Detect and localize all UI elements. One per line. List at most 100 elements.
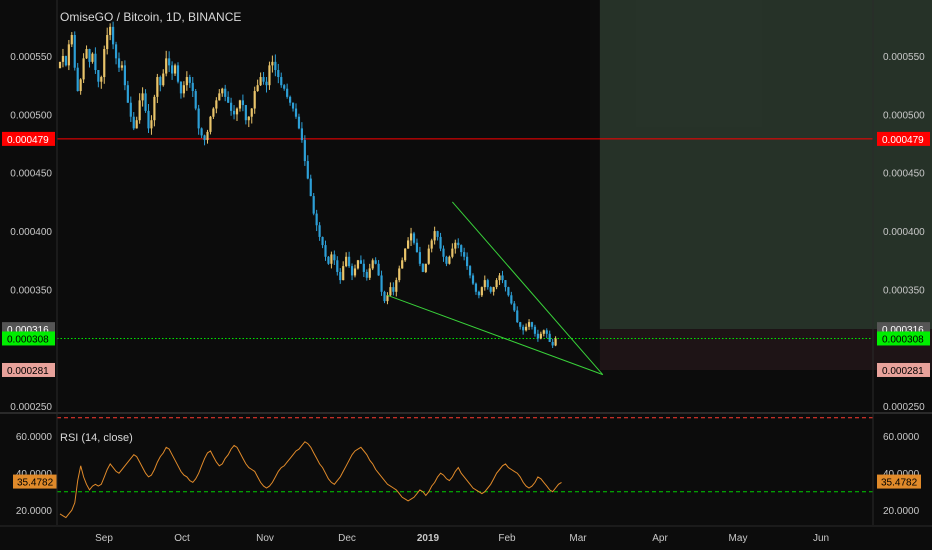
candle-140 [471, 273, 475, 285]
candle-body [241, 100, 244, 106]
price-tick-right-2: 0.000450 [883, 169, 925, 180]
candle-body [371, 260, 374, 269]
candle-body [551, 341, 554, 346]
price-marker-right-0: 0.000479 [877, 131, 930, 146]
candle-body [97, 70, 100, 82]
time-tick-6: Mar [569, 533, 587, 544]
candle-1 [61, 48, 65, 68]
time-tick-8: May [729, 533, 748, 544]
price-marker-label: 0.000479 [7, 135, 49, 146]
candle-59 [232, 105, 236, 120]
candle-97 [345, 252, 348, 268]
candle-body [486, 280, 489, 288]
candle-100 [353, 264, 357, 278]
price-marker-label: 0.000316 [882, 325, 924, 336]
candle-9 [85, 45, 88, 59]
candle-47 [197, 104, 200, 135]
candle-148 [495, 278, 498, 290]
candle-160 [530, 321, 534, 330]
price-marker-badge [877, 331, 930, 346]
candle-body [380, 275, 383, 292]
candle-body [232, 110, 236, 115]
candle-154 [513, 300, 516, 312]
candle-135 [457, 238, 460, 249]
candle-139 [468, 265, 472, 279]
candle-128 [436, 230, 439, 241]
candle-11 [91, 52, 94, 64]
candle-121 [415, 238, 419, 253]
candle-61 [238, 99, 242, 112]
price-marker-badge [877, 131, 930, 146]
candle-body [147, 110, 150, 129]
time-tick-4: 2019 [417, 533, 440, 544]
candle-body [117, 58, 121, 68]
candle-6 [76, 62, 79, 92]
candle-body [436, 231, 439, 237]
candle-120 [412, 231, 416, 245]
candle-36 [165, 50, 168, 77]
candle-body [533, 326, 537, 334]
candle-body [418, 252, 421, 264]
rsi-marker-left: 35.4782 [13, 474, 57, 489]
candle-51 [209, 115, 212, 135]
candle-62 [241, 94, 244, 112]
candle-body [353, 268, 357, 276]
candle-body [64, 56, 67, 66]
candle-147 [492, 286, 495, 296]
candle-body [138, 100, 141, 121]
candle-130 [442, 245, 445, 262]
rsi-marker-badge [877, 474, 921, 489]
candle-82 [300, 122, 303, 143]
target-profit-zone [599, 0, 932, 330]
candle-body [339, 271, 342, 281]
candle-10 [88, 48, 91, 68]
candle-35 [162, 69, 165, 87]
candle-body [374, 260, 377, 264]
candle-body [522, 326, 525, 331]
candle-body [409, 233, 413, 241]
candle-70 [265, 77, 268, 93]
candle-body [173, 65, 177, 74]
candle-body [277, 70, 280, 78]
candle-28 [141, 87, 144, 107]
chart-title: OmiseGO / Bitcoin, 1D, BINANCE [60, 10, 241, 24]
candle-134 [454, 239, 457, 254]
candle-body [176, 65, 180, 82]
candle-77 [286, 83, 289, 99]
candle-50 [206, 129, 209, 144]
candle-body [79, 79, 82, 92]
price-marker-label: 0.000479 [882, 135, 924, 146]
candle-90 [324, 240, 327, 261]
candle-161 [533, 324, 537, 337]
candle-153 [510, 291, 513, 305]
rsi-tick-right-2: 20.0000 [883, 506, 920, 517]
candle-133 [451, 243, 454, 259]
candle-body [132, 116, 135, 129]
candle-body [106, 35, 109, 50]
horizontal-lines [57, 138, 873, 339]
candle-body [336, 260, 339, 272]
candle-body [545, 330, 548, 334]
candle-46 [194, 88, 197, 111]
candle-body [230, 102, 233, 111]
time-tick-7: Apr [652, 533, 668, 544]
candle-body [309, 178, 312, 197]
candle-64 [247, 116, 250, 128]
wedge-trend-lines [387, 201, 604, 376]
candle-body [247, 116, 250, 121]
candle-155 [516, 306, 519, 324]
candle-142 [477, 290, 480, 299]
candle-body [120, 65, 124, 68]
candle-41 [179, 81, 183, 99]
candle-body [114, 44, 118, 59]
candle-body [268, 65, 271, 86]
candle-body [359, 260, 362, 264]
rsi-tick-left-0: 60.0000 [16, 432, 53, 443]
candle-body [259, 77, 262, 86]
time-tick-1: Oct [174, 533, 190, 544]
candle-29 [144, 89, 147, 113]
candle-66 [253, 86, 256, 114]
candle-body [218, 93, 221, 101]
candle-body [451, 248, 454, 257]
